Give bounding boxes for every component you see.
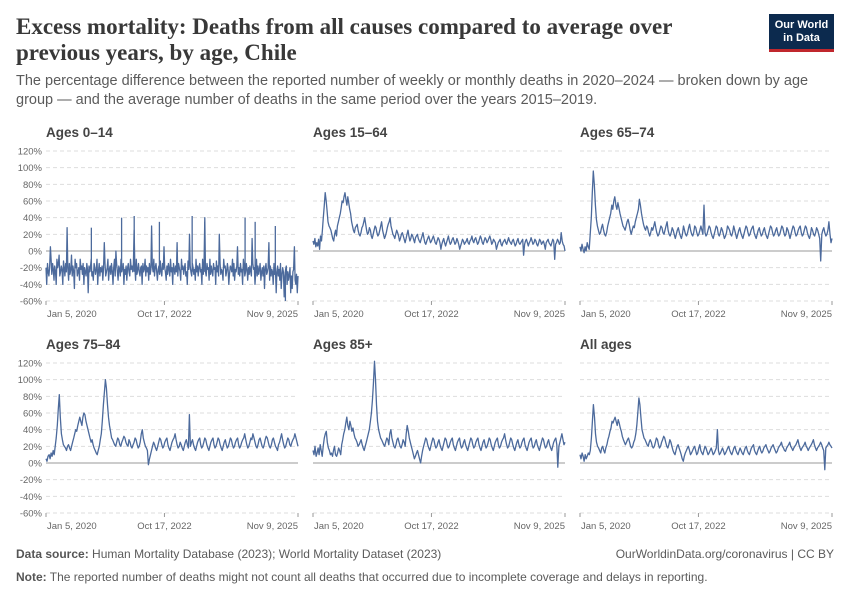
chart-title: Excess mortality: Deaths from all causes… [16, 14, 672, 65]
source-url[interactable]: OurWorldinData.org/coronavirus | CC BY [615, 547, 834, 561]
x-tick-label: Nov 9, 2025 [514, 309, 565, 320]
x-tick-label: Oct 17, 2022 [137, 521, 191, 532]
x-tick-label: Oct 17, 2022 [671, 521, 725, 532]
panel-title: Ages 15–64 [313, 125, 388, 140]
panel-title: Ages 0–14 [46, 125, 113, 140]
x-tick-label: Oct 17, 2022 [137, 309, 191, 320]
logo-line-2: in Data [783, 31, 820, 44]
x-tick-label: Oct 17, 2022 [671, 309, 725, 320]
x-tick-label: Nov 9, 2025 [247, 521, 298, 532]
x-tick-label: Jan 5, 2020 [47, 309, 97, 320]
y-tick-label: -60% [20, 509, 43, 520]
panel-5: Ages 85+ Jan 5, 2020 Oct 17, 2022 Nov 9, 20… [312, 337, 566, 532]
note-text: The reported number of deaths might not … [49, 570, 708, 584]
chart-note: Note: The reported number of deaths migh… [16, 570, 708, 584]
y-tick-label: 80% [23, 392, 43, 403]
data-source: Data source: Human Mortality Database (2… [16, 547, 441, 561]
x-tick-label: Jan 5, 2020 [47, 521, 97, 532]
chart-subtitle: The percentage difference between the re… [16, 73, 809, 108]
x-tick-label: Nov 9, 2025 [781, 521, 832, 532]
x-tick-label: Jan 5, 2020 [314, 309, 364, 320]
small-multiples-chart: Ages 0–14120%100%80%60%40%20%0%-20%-40%-… [18, 125, 833, 532]
y-tick-label: 60% [23, 197, 43, 208]
x-tick-label: Oct 17, 2022 [404, 521, 458, 532]
series-line [579, 397, 833, 471]
x-tick-label: Jan 5, 2020 [581, 521, 631, 532]
panel-title: Ages 65–74 [580, 125, 655, 140]
y-tick-label: -20% [20, 475, 43, 486]
panel-6: All ages Jan 5, 2020 Oct 17, 2022 Nov 9, 20… [579, 337, 833, 532]
y-tick-label: 120% [18, 359, 43, 370]
note-label: Note: [16, 570, 47, 584]
y-tick-label: 60% [23, 409, 43, 420]
x-tick-label: Jan 5, 2020 [314, 521, 364, 532]
x-tick-label: Jan 5, 2020 [581, 309, 631, 320]
y-tick-label: -60% [20, 297, 43, 308]
source-text[interactable]: Human Mortality Database (2023); World M… [92, 547, 442, 561]
owid-logo[interactable]: Our World in Data [769, 14, 834, 52]
logo-line-1: Our World [774, 19, 829, 31]
series-line [312, 192, 566, 260]
x-tick-label: Nov 9, 2025 [247, 309, 298, 320]
series-line [579, 170, 833, 262]
series-line [45, 379, 299, 466]
y-tick-label: -40% [20, 280, 43, 291]
panel-3: Ages 65–74 Jan 5, 2020 Oct 17, 2022 Nov 9, … [579, 125, 833, 320]
y-tick-label: 20% [23, 230, 43, 241]
y-tick-label: 80% [23, 180, 43, 191]
series-line [45, 217, 299, 298]
panel-title: All ages [580, 337, 632, 352]
panel-2: Ages 15–64 Jan 5, 2020 Oct 17, 2022 Nov 9, … [312, 125, 566, 320]
y-tick-label: -20% [20, 263, 43, 274]
source-label: Data source: [16, 547, 89, 561]
panel-title: Ages 85+ [313, 337, 373, 352]
x-tick-label: Oct 17, 2022 [404, 309, 458, 320]
y-tick-label: 40% [23, 213, 43, 224]
y-tick-label: 0% [28, 459, 42, 470]
y-tick-label: 120% [18, 147, 43, 158]
x-tick-label: Nov 9, 2025 [781, 309, 832, 320]
y-tick-label: 40% [23, 425, 43, 436]
y-tick-label: 100% [18, 375, 43, 386]
y-tick-label: 0% [28, 247, 42, 258]
y-tick-label: 20% [23, 442, 43, 453]
series-line [312, 360, 566, 468]
panel-title: Ages 75–84 [46, 337, 121, 352]
y-tick-label: -40% [20, 492, 43, 503]
x-tick-label: Nov 9, 2025 [514, 521, 565, 532]
y-tick-label: 100% [18, 163, 43, 174]
